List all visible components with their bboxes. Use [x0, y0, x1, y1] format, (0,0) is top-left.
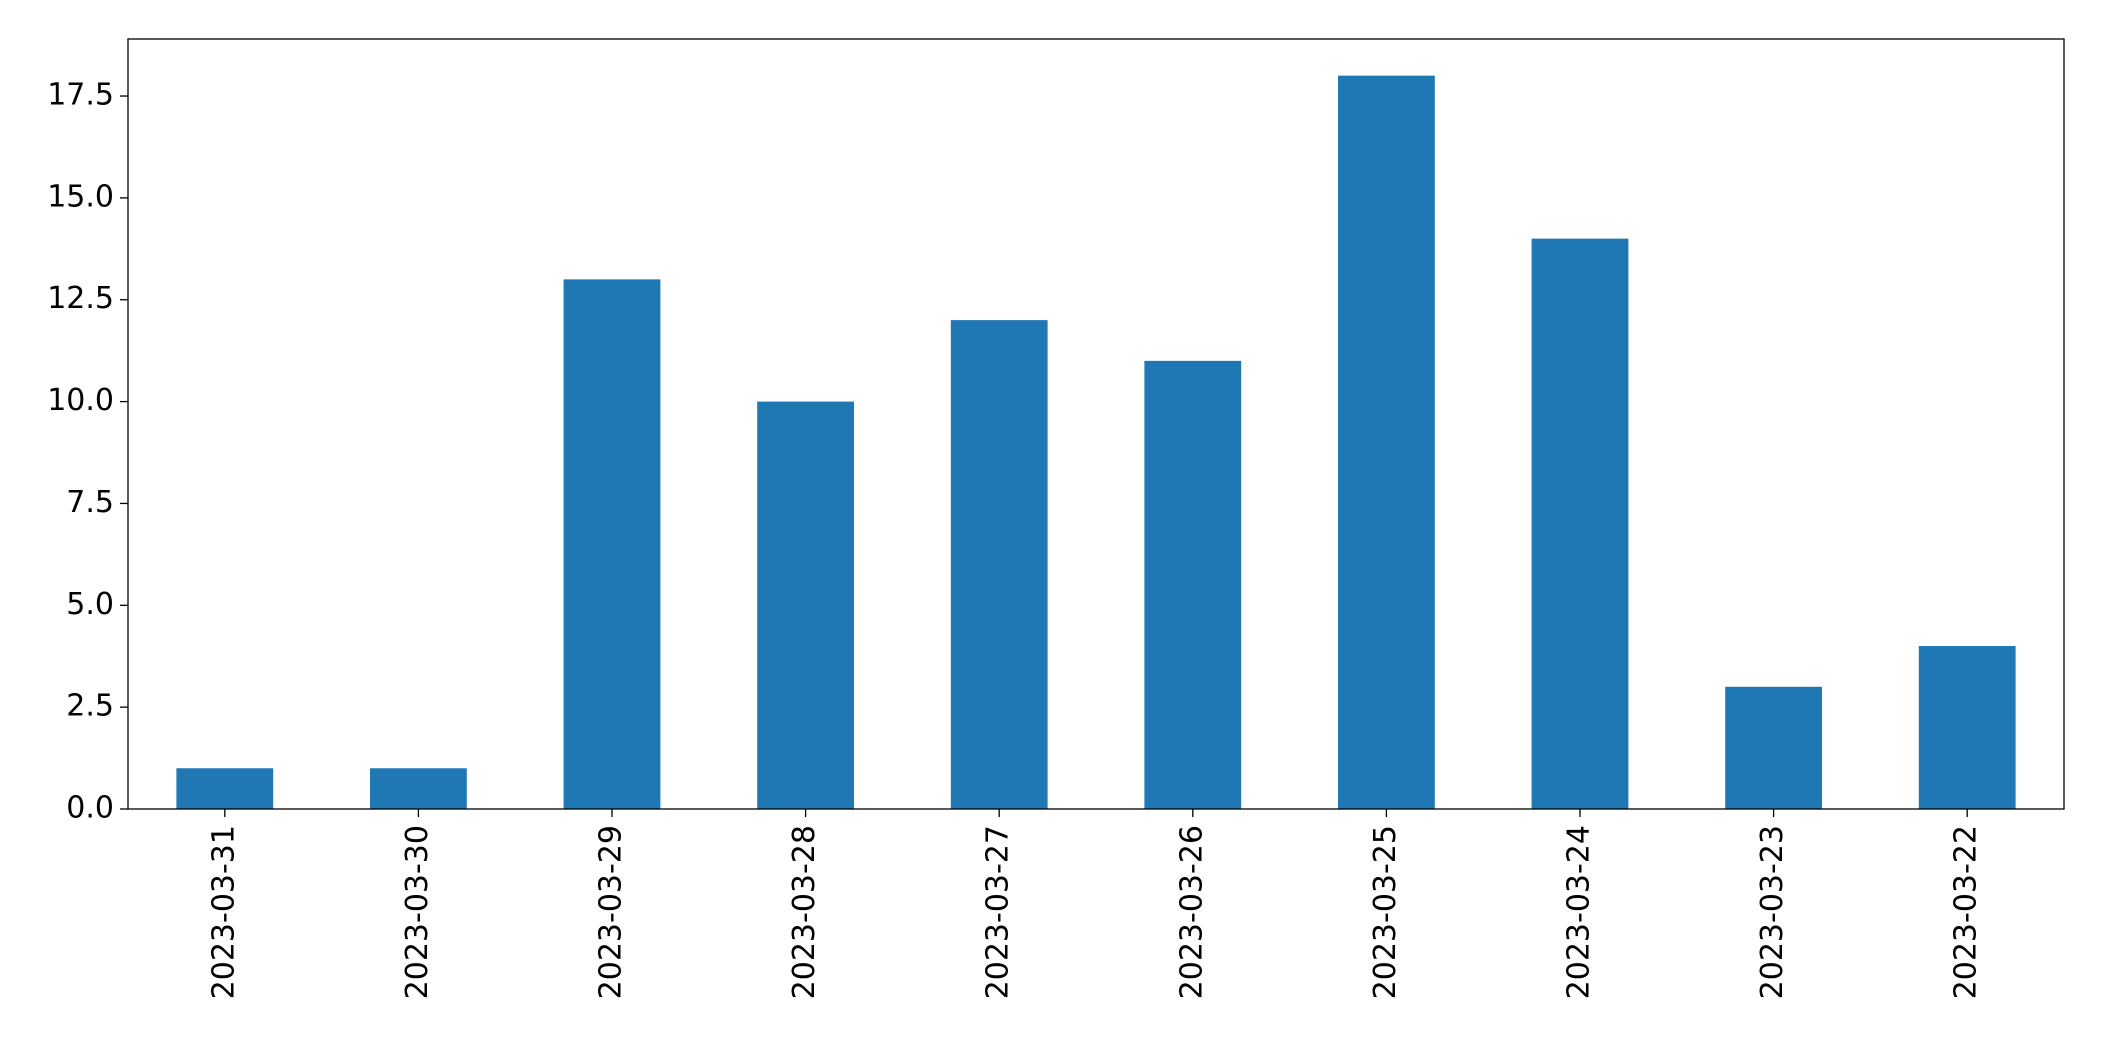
y-tick-label: 17.5	[47, 78, 114, 113]
x-tick-label: 2023-03-27	[981, 825, 1016, 999]
y-tick-label: 12.5	[47, 281, 114, 316]
y-tick-label: 7.5	[66, 485, 114, 520]
bar	[757, 401, 854, 809]
x-tick-label: 2023-03-25	[1368, 825, 1403, 999]
plot-frame	[127, 38, 2065, 810]
bar	[1144, 360, 1242, 809]
x-tick-label: 2023-03-24	[1562, 825, 1597, 999]
y-tick-label: 5.0	[66, 587, 114, 622]
y-tick-label: 15.0	[47, 179, 114, 214]
x-tick-label: 2023-03-30	[400, 825, 435, 999]
y-tick-label: 0.0	[66, 791, 114, 826]
x-tick-label: 2023-03-23	[1755, 825, 1790, 999]
x-tick-label: 2023-03-29	[594, 825, 629, 999]
bar	[370, 768, 467, 809]
bar	[1918, 646, 2016, 809]
x-tick-label: 2023-03-26	[1174, 825, 1209, 999]
y-tick-label: 2.5	[66, 689, 114, 724]
bar	[1725, 686, 1822, 809]
y-tick-label: 10.0	[47, 383, 114, 418]
bar	[176, 768, 274, 809]
bar	[1531, 238, 1629, 809]
bar	[563, 279, 661, 809]
bar	[950, 320, 1048, 809]
x-tick-label: 2023-03-31	[206, 825, 241, 999]
x-tick-label: 2023-03-28	[787, 825, 822, 999]
bar	[1338, 75, 1435, 809]
x-tick-label: 2023-03-22	[1949, 825, 1984, 999]
